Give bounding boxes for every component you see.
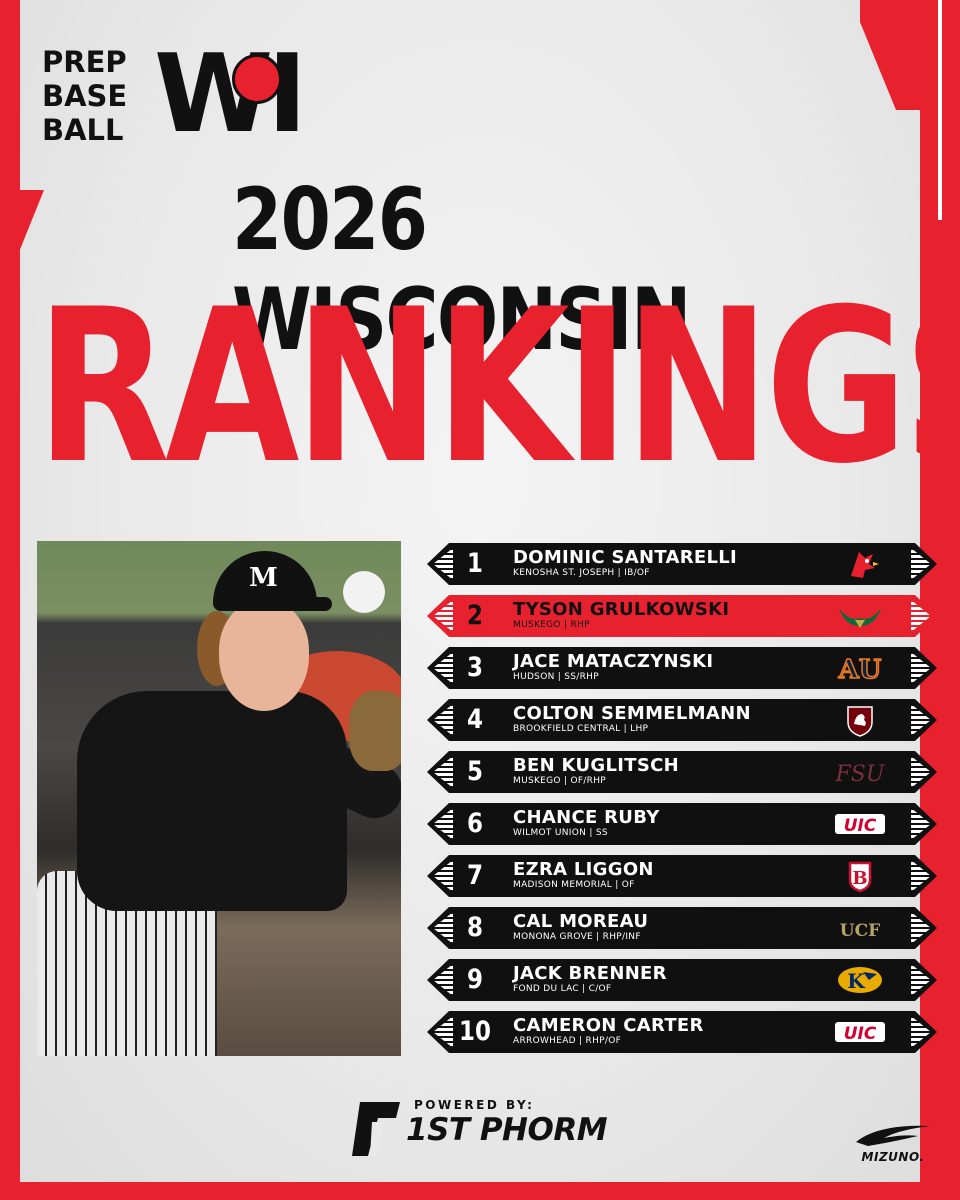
ranking-row: 8 CAL MOREAU MONONA GROVE | RHP/INF UCF bbox=[427, 907, 937, 949]
k-text: K bbox=[847, 969, 865, 993]
player-name: BEN KUGLITSCH bbox=[513, 755, 679, 776]
ranking-row: 3 JACE MATACZYNSKI HUDSON | SS/RHP AU bbox=[427, 647, 937, 689]
player-name: COLTON SEMMELMANN bbox=[513, 703, 751, 724]
uic-text: UIC bbox=[844, 816, 877, 836]
player-detail: MUSKEGO | OF/RHP bbox=[513, 776, 607, 786]
player-name: TYSON GRULKOWSKI bbox=[513, 599, 730, 620]
sponsor-1st-phorm: POWERED BY: 1ST PHORM bbox=[350, 1096, 630, 1162]
rank-number: 5 bbox=[467, 756, 483, 787]
1st-phorm-logo-icon bbox=[352, 1102, 400, 1156]
ranking-row: 4 COLTON SEMMELMANN BROOKFIELD CENTRAL |… bbox=[427, 699, 937, 741]
rank-number: 8 bbox=[467, 912, 483, 943]
ucf-logo-icon: UCF bbox=[829, 910, 891, 946]
powered-by-label: POWERED BY: bbox=[414, 1098, 535, 1112]
bull-horns-logo-icon bbox=[829, 598, 891, 634]
player-detail: KENOSHA ST. JOSEPH | IB/OF bbox=[513, 568, 650, 578]
baseball-icon bbox=[343, 571, 385, 613]
player-name: CAMERON CARTER bbox=[513, 1015, 704, 1036]
baseball-icon bbox=[232, 54, 282, 104]
ranking-row: 9 JACK BRENNER FOND DU LAC | C/OF K bbox=[427, 959, 937, 1001]
fsu-text: FSU bbox=[835, 762, 886, 787]
logo-line-base: BASE bbox=[42, 79, 128, 113]
ranking-row: 5 BEN KUGLITSCH MUSKEGO | OF/RHP FSU bbox=[427, 751, 937, 793]
player-detail: FOND DU LAC | C/OF bbox=[513, 984, 612, 994]
fsu-logo-icon: FSU bbox=[829, 754, 891, 790]
b-text: B bbox=[852, 868, 867, 889]
player-name: EZRA LIGGON bbox=[513, 859, 654, 880]
player-name: CHANCE RUBY bbox=[513, 807, 660, 828]
au-text: AU bbox=[838, 655, 882, 685]
rank-number: 9 bbox=[467, 964, 483, 995]
logo-state-wi: WI bbox=[154, 32, 307, 157]
mizuno-logo: MIZUNO. bbox=[848, 1120, 938, 1166]
uic-logo-icon: UIC bbox=[829, 1014, 891, 1050]
uic-text: UIC bbox=[844, 1024, 877, 1044]
prep-baseball-wi-logo: PREP BASE BALL WI bbox=[42, 40, 312, 156]
cardinal-logo-icon bbox=[829, 546, 891, 582]
rank-number: 3 bbox=[467, 652, 483, 683]
rank-number: 4 bbox=[467, 704, 483, 735]
b-shield-logo-icon: B bbox=[829, 858, 891, 894]
title-rankings: RANKINGS bbox=[36, 263, 960, 510]
player-name: DOMINIC SANTARELLI bbox=[513, 547, 738, 568]
ranking-row-highlighted: 2 TYSON GRULKOWSKI MUSKEGO | RHP bbox=[427, 595, 937, 637]
red-frame-notch bbox=[0, 190, 44, 250]
uic-logo-icon: UIC bbox=[829, 806, 891, 842]
player-name: JACK BRENNER bbox=[513, 963, 667, 984]
logo-line-prep: PREP bbox=[42, 45, 127, 79]
player-photo: M bbox=[37, 541, 401, 1056]
ranking-row: 7 EZRA LIGGON MADISON MEMORIAL | OF B bbox=[427, 855, 937, 897]
player-detail: MADISON MEMORIAL | OF bbox=[513, 880, 635, 890]
sponsor-name: 1ST PHORM bbox=[406, 1112, 608, 1148]
player-name: JACE MATACZYNSKI bbox=[513, 651, 714, 672]
glove-icon bbox=[349, 691, 401, 771]
rank-number: 1 bbox=[467, 548, 483, 579]
logo-line-ball: BALL bbox=[42, 113, 124, 147]
ucf-text: UCF bbox=[840, 921, 880, 941]
k-eagle-logo-icon: K bbox=[829, 962, 891, 998]
gamecock-shield-logo-icon bbox=[829, 702, 891, 738]
au-logo-icon: AU bbox=[829, 650, 891, 686]
cap-letter: M bbox=[249, 563, 278, 593]
rank-number: 10 bbox=[459, 1016, 491, 1047]
ranking-row: 10 CAMERON CARTER ARROWHEAD | RHP/OF UIC bbox=[427, 1011, 937, 1053]
player-name: CAL MOREAU bbox=[513, 911, 649, 932]
white-stripe-accent bbox=[938, 0, 942, 220]
rankings-list: 1 DOMINIC SANTARELLI KENOSHA ST. JOSEPH … bbox=[427, 543, 937, 1063]
player-detail: WILMOT UNION | SS bbox=[513, 828, 608, 838]
title-year-state: 2026 WISCONSIN bbox=[232, 170, 691, 370]
mizuno-runbird-icon bbox=[856, 1125, 930, 1146]
ranking-row: 1 DOMINIC SANTARELLI KENOSHA ST. JOSEPH … bbox=[427, 543, 937, 585]
player-detail: ARROWHEAD | RHP/OF bbox=[513, 1036, 622, 1046]
rank-number: 6 bbox=[467, 808, 483, 839]
red-corner-accent bbox=[860, 0, 920, 110]
player-detail: MUSKEGO | RHP bbox=[513, 620, 590, 630]
player-detail: MONONA GROVE | RHP/INF bbox=[513, 932, 641, 942]
ranking-row: 6 CHANCE RUBY WILMOT UNION | SS UIC bbox=[427, 803, 937, 845]
red-frame-bottom bbox=[0, 1182, 960, 1200]
player-detail: BROOKFIELD CENTRAL | LHP bbox=[513, 724, 649, 734]
rank-number: 7 bbox=[467, 860, 483, 891]
player-detail: HUDSON | SS/RHP bbox=[513, 672, 599, 682]
mizuno-wordmark: MIZUNO. bbox=[861, 1150, 925, 1164]
red-frame-left bbox=[0, 0, 20, 1200]
rank-number: 2 bbox=[467, 600, 483, 631]
